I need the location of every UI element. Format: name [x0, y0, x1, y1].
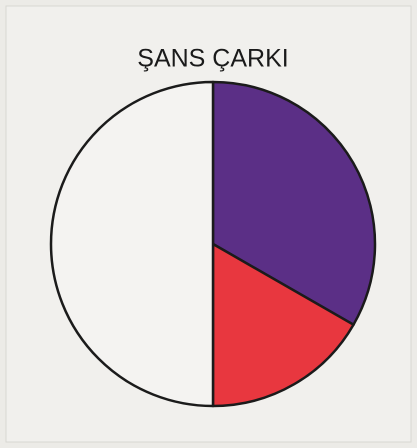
pie-slice — [49, 80, 215, 408]
chart-title: ŞANS ÇARKI — [137, 45, 288, 73]
pie-slice — [211, 242, 355, 408]
pie-slice — [211, 80, 377, 326]
